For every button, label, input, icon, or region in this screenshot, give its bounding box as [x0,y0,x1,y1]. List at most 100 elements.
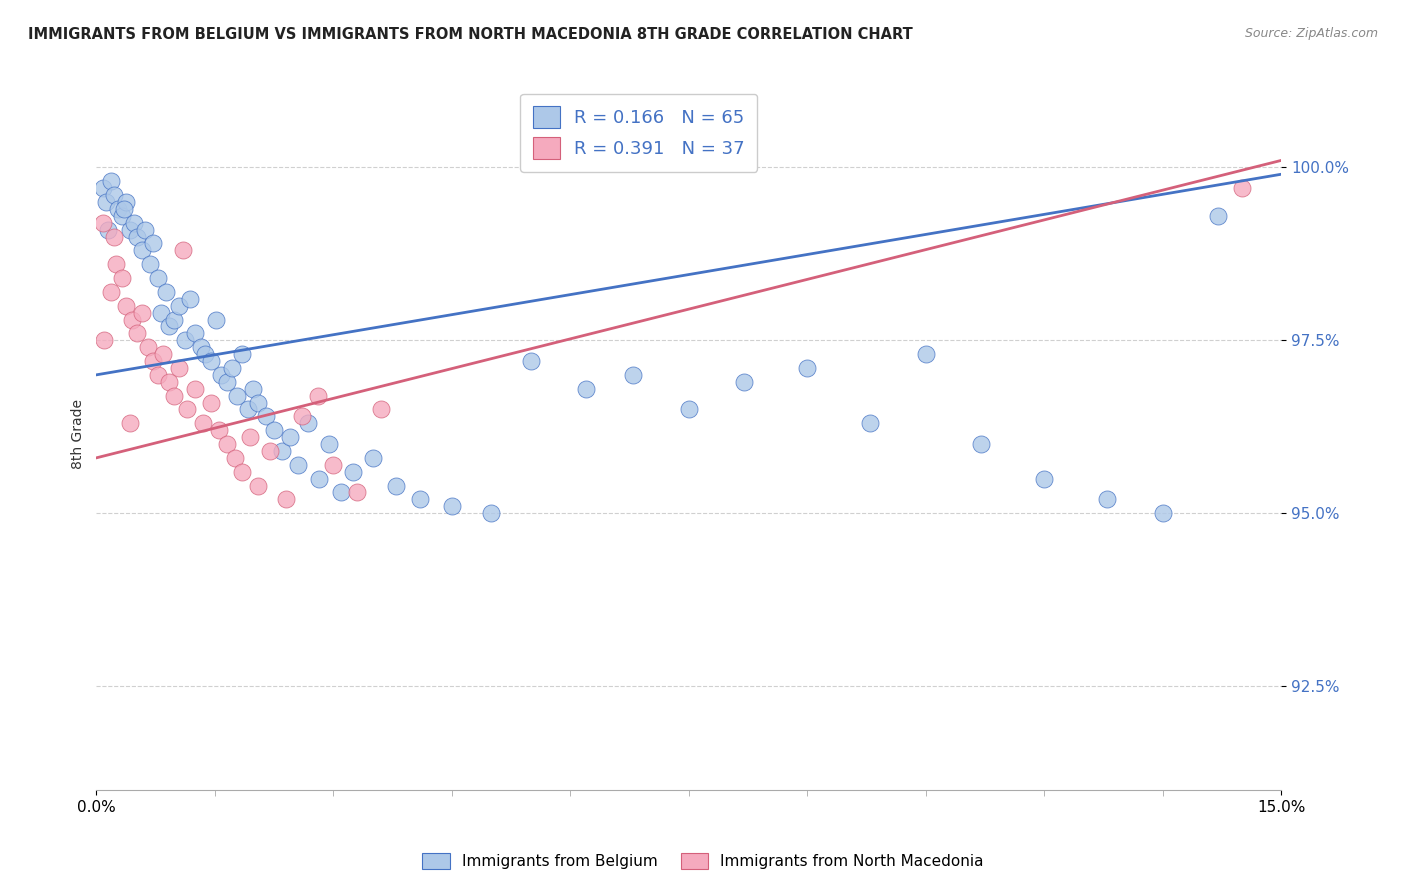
Point [200,354,222,368]
Point [146,368,169,382]
Point [733,375,755,389]
Point [226,388,249,402]
Point [91,216,114,230]
Point [205,312,228,326]
Point [127,326,149,341]
Point [247,478,270,492]
Point [440,500,463,514]
Point [191,417,214,431]
Point [278,430,301,444]
Point [200,395,222,409]
Point [142,236,165,251]
Point [287,458,309,472]
Point [247,395,270,409]
Point [215,375,238,389]
Point [308,472,330,486]
Point [194,347,217,361]
Point [370,402,392,417]
Point [224,450,246,465]
Point [190,340,212,354]
Point [318,437,340,451]
Y-axis label: 8th Grade: 8th Grade [72,399,86,468]
Point [678,402,700,417]
Point [479,506,502,520]
Point [221,360,243,375]
Point [236,402,259,417]
Point [105,257,128,271]
Point [1097,492,1119,507]
Point [107,202,129,216]
Point [163,312,186,326]
Point [103,229,125,244]
Point [409,492,432,507]
Point [307,388,329,402]
Point [173,333,195,347]
Point [291,409,314,424]
Point [184,326,207,341]
Point [136,340,159,354]
Point [271,444,294,458]
Point [115,299,138,313]
Point [172,244,194,258]
Point [209,368,232,382]
Point [134,222,156,236]
Point [111,271,134,285]
Point [97,222,120,236]
Point [914,347,936,361]
Point [1206,209,1229,223]
Point [215,437,238,451]
Point [859,417,882,431]
Point [94,194,117,209]
Text: IMMIGRANTS FROM BELGIUM VS IMMIGRANTS FROM NORTH MACEDONIA 8TH GRADE CORRELATION: IMMIGRANTS FROM BELGIUM VS IMMIGRANTS FR… [28,27,912,42]
Point [91,181,114,195]
Point [322,458,344,472]
Point [385,478,408,492]
Point [361,450,384,465]
Point [342,465,364,479]
Point [142,354,165,368]
Point [112,202,135,216]
Point [254,409,277,424]
Point [623,368,645,382]
Text: Source: ZipAtlas.com: Source: ZipAtlas.com [1244,27,1378,40]
Point [176,402,198,417]
Point [139,257,162,271]
Point [150,305,173,319]
Point [118,417,141,431]
Point [127,229,149,244]
Point [330,485,353,500]
Point [157,319,180,334]
Point [121,312,143,326]
Point [146,271,169,285]
Point [208,423,231,437]
Point [131,244,153,258]
Point [274,492,297,507]
Point [1033,472,1056,486]
Point [163,388,186,402]
Point [346,485,368,500]
Point [103,188,125,202]
Point [231,465,253,479]
Point [157,375,180,389]
Legend: Immigrants from Belgium, Immigrants from North Macedonia: Immigrants from Belgium, Immigrants from… [416,847,990,875]
Point [179,292,201,306]
Point [242,382,264,396]
Point [155,285,177,299]
Point [970,437,993,451]
Legend: R = 0.166   N = 65, R = 0.391   N = 37: R = 0.166 N = 65, R = 0.391 N = 37 [520,94,758,172]
Point [575,382,598,396]
Point [519,354,541,368]
Point [1152,506,1174,520]
Point [796,360,818,375]
Point [100,174,122,188]
Point [115,194,138,209]
Point [93,333,115,347]
Point [231,347,253,361]
Point [184,382,207,396]
Point [131,305,153,319]
Point [152,347,174,361]
Point [100,285,122,299]
Point [1230,181,1253,195]
Point [297,417,319,431]
Point [263,423,285,437]
